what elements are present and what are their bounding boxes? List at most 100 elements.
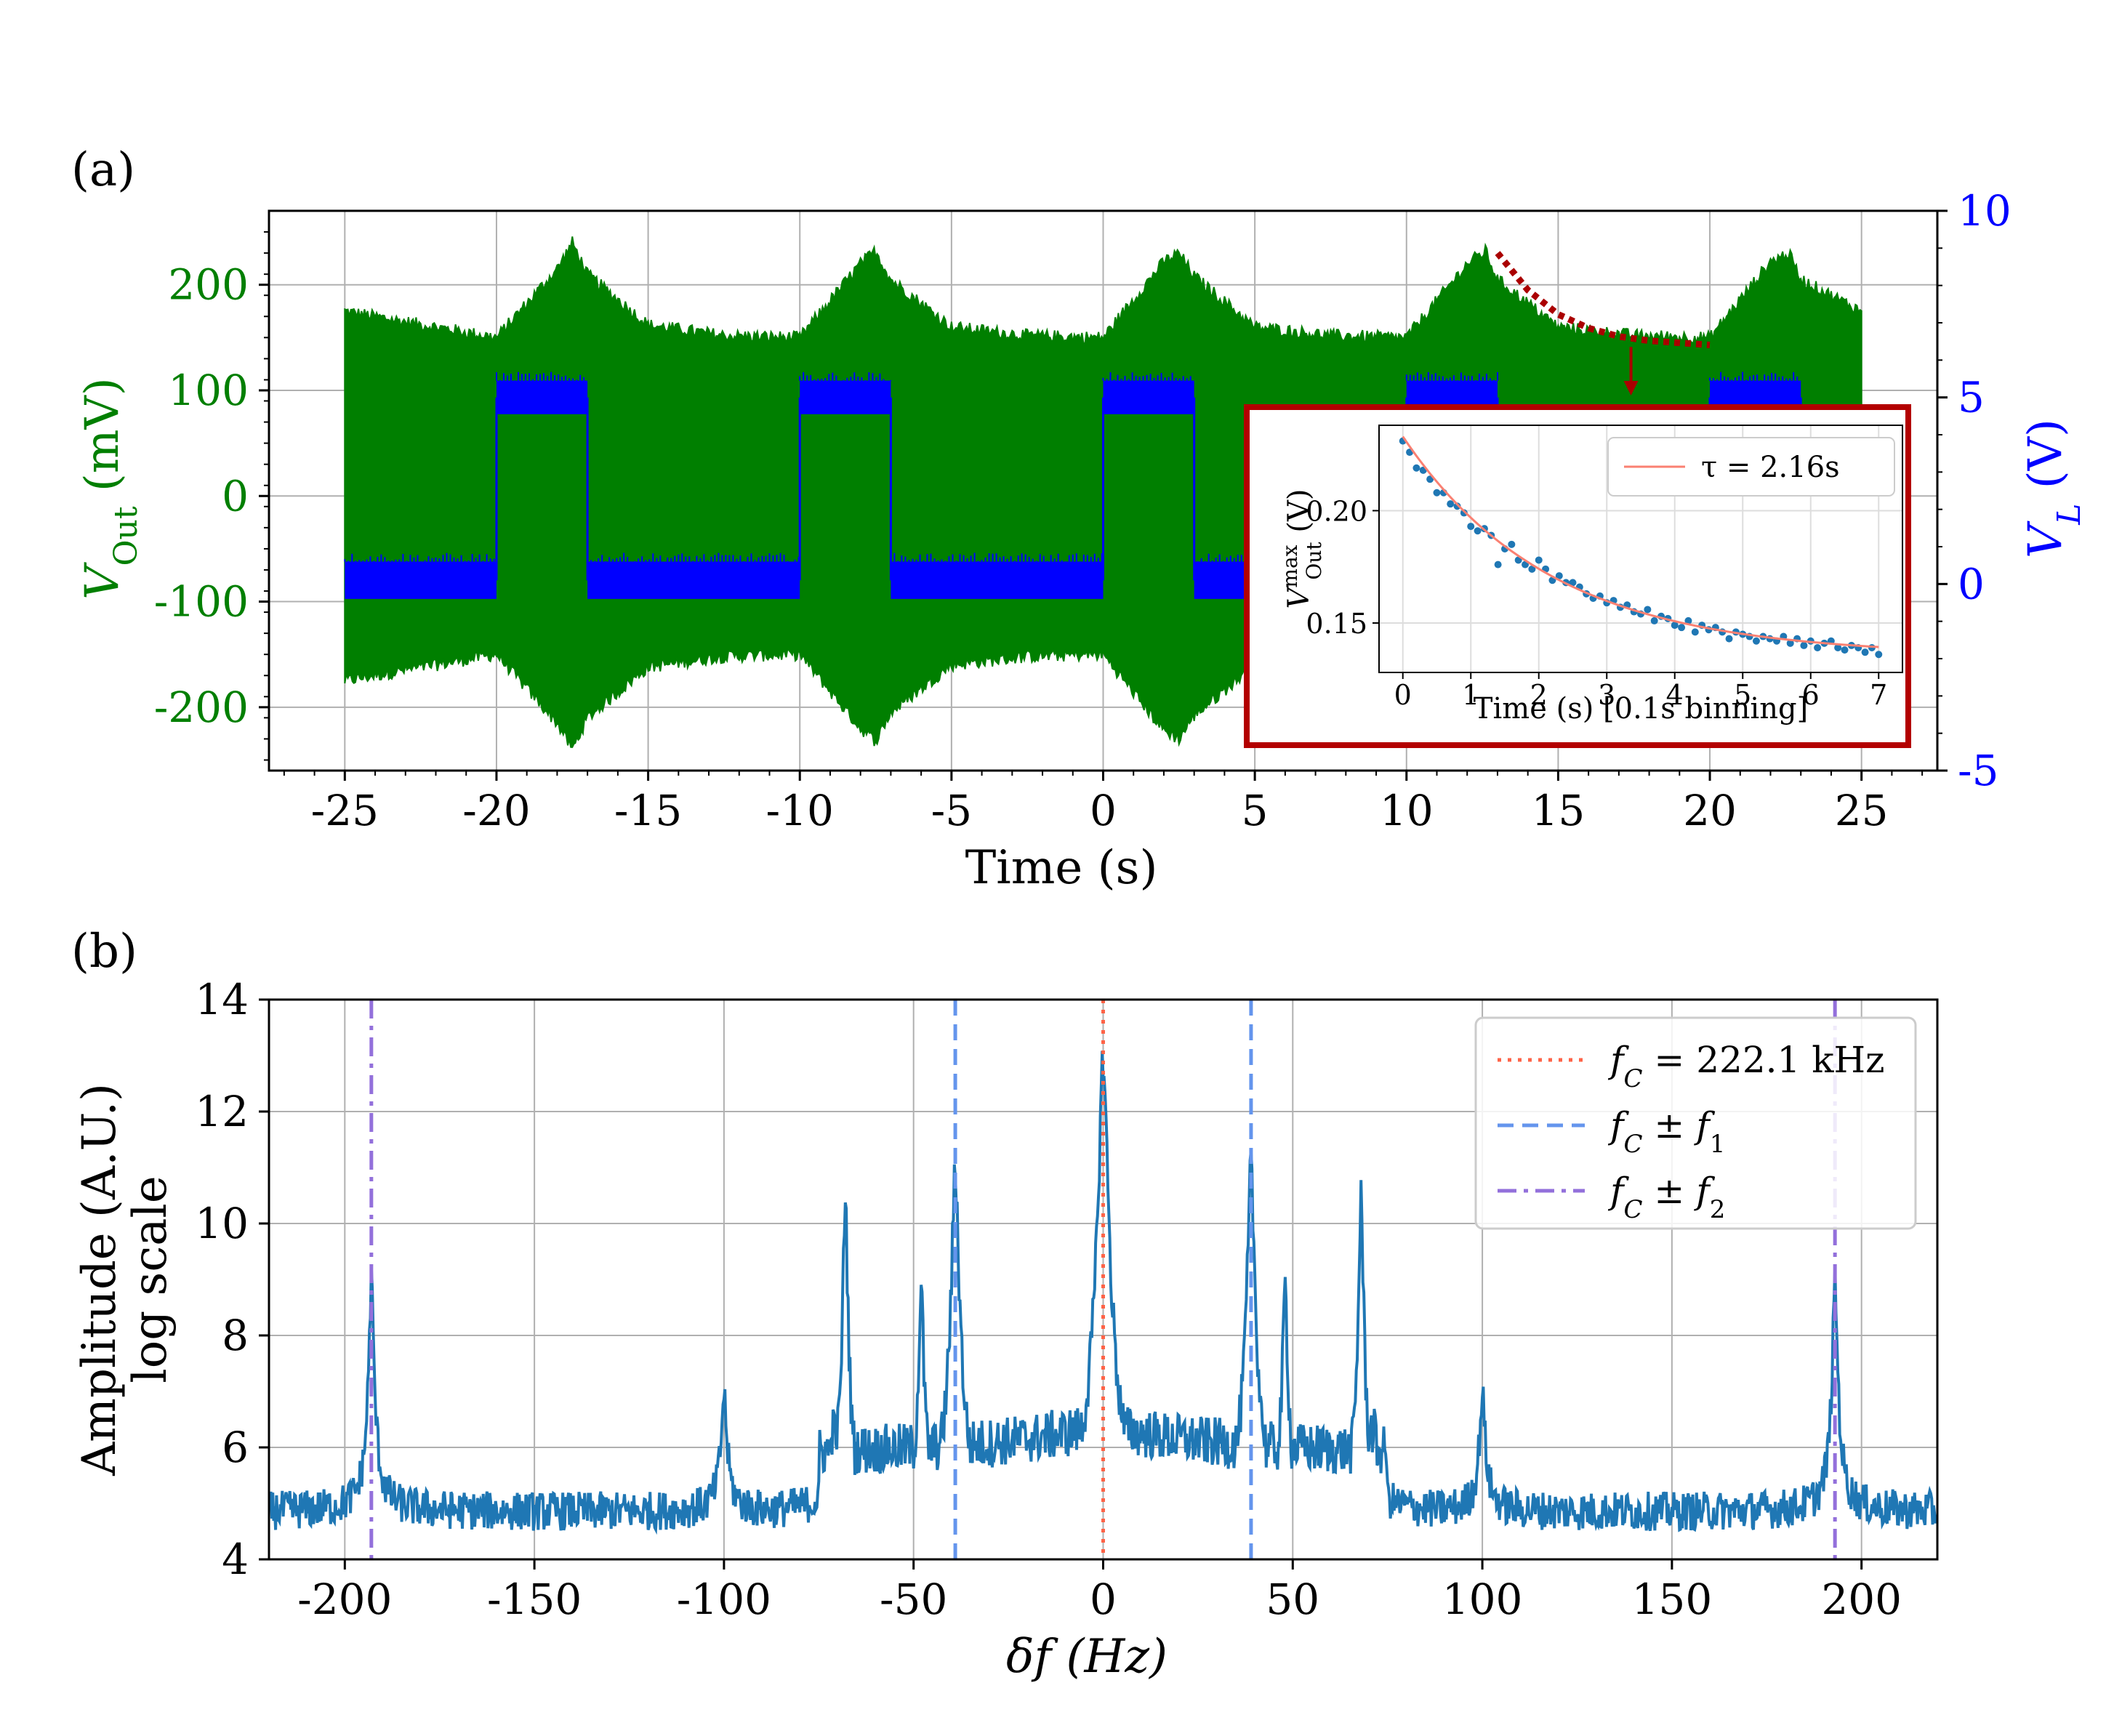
panel-a-x-tick-label: 25 — [1835, 786, 1889, 835]
panel-b-x-tick-label: 0 — [1090, 1575, 1117, 1624]
inset-x-tick-label: 7 — [1870, 679, 1887, 711]
inset-data-point — [1460, 509, 1468, 517]
inset-legend-box — [1607, 437, 1895, 497]
panel-b-x-tick-label: -100 — [677, 1575, 771, 1624]
vl-segment — [1103, 380, 1194, 414]
inset-data-point — [1569, 579, 1577, 587]
panel-a-x-tick-label: -5 — [931, 786, 973, 835]
vout-tick-label: 0 — [222, 471, 249, 521]
vl-axis-label-main: V — [2019, 521, 2073, 558]
inset-data-point — [1412, 464, 1420, 472]
inset-data-point — [1644, 606, 1652, 614]
inset-data-point — [1508, 540, 1516, 548]
vl-noise-spikes — [799, 371, 892, 381]
panel-b-x-tick-label: -50 — [880, 1575, 947, 1624]
panel-b-y-tick-label: 4 — [222, 1535, 249, 1584]
inset-data-point — [1691, 628, 1699, 636]
panel-b-legend-box — [1474, 1016, 1917, 1230]
inset-x-tick-label: 1 — [1462, 679, 1479, 711]
legend-label-f2: fC ± f2 — [1607, 1170, 1725, 1224]
panel-b-x-tick-label: 200 — [1821, 1575, 1902, 1624]
vout-axis-label-unit: (mV) — [76, 377, 129, 506]
inset-fit-curve — [1402, 435, 1879, 648]
vout-tick-label: -100 — [154, 577, 249, 627]
inset-data-point — [1555, 572, 1563, 580]
vl-axis-label: VL (V) — [2019, 419, 2088, 558]
inset-x-tick-label: 2 — [1530, 679, 1548, 711]
inset-plot: 0 1 2 3 4 5 6 7 0.15 0.20 τ = 2.16s Time (s) [0.1… — [1244, 404, 1911, 748]
vl-tick-label: -5 — [1958, 746, 1999, 795]
panel-b-x-tick-label: 50 — [1266, 1575, 1319, 1624]
vl-noise-spikes — [496, 371, 585, 381]
inset-legend-label: τ = 2.16s — [1701, 451, 1840, 484]
panel-a-x-tick-label: 20 — [1683, 786, 1737, 835]
inset-y-label-unit: (V) — [1282, 489, 1316, 542]
inset-data-point — [1752, 637, 1760, 645]
panel-b-y-tick-label: 10 — [195, 1199, 249, 1248]
inset-data-point — [1650, 616, 1658, 624]
panel-b-x-tick-label: -150 — [487, 1575, 582, 1624]
vl-segment — [496, 380, 588, 414]
panel-a-x-tick-label: -15 — [614, 786, 682, 835]
panel-b-x-axis-label: δf (Hz) — [1006, 1630, 1167, 1684]
inset-x-tick-label: 5 — [1734, 679, 1751, 711]
decay-dotted-curve — [1495, 251, 1711, 348]
vl-tick-label: 5 — [1958, 373, 1985, 422]
inset-ticks: 0 1 2 3 4 5 6 7 0.15 0.20 — [1306, 495, 1887, 711]
inset-y-tick-label: 0.20 — [1306, 495, 1367, 527]
vout-tick-label: 200 — [168, 260, 249, 310]
vl-segment — [587, 561, 800, 599]
inset-legend: τ = 2.16s — [1607, 437, 1895, 497]
legend-f1-sub: C — [1624, 1130, 1643, 1159]
inset-y-label-sub: Out — [1302, 542, 1326, 580]
inset-data-point — [1535, 556, 1543, 564]
vl-axis-label-unit: (V) — [2019, 419, 2073, 504]
panel-a-x-tick-label: 15 — [1532, 786, 1586, 835]
inset-y-label-main: V — [1282, 585, 1316, 609]
inset-data-point — [1467, 523, 1475, 531]
inset-x-tick-label: 0 — [1394, 679, 1412, 711]
panel-a-x-tick-label: -10 — [766, 786, 834, 835]
panel-b-y-tick-label: 8 — [222, 1311, 249, 1360]
vl-noise-spikes — [1709, 371, 1799, 381]
inset-data-point — [1678, 624, 1686, 632]
panel-b-y-tick-label: 12 — [195, 1087, 249, 1136]
inset-x-tick-label: 4 — [1666, 679, 1684, 711]
vout-axis-label-main: V — [76, 562, 129, 600]
inset-data-point — [1841, 646, 1849, 654]
panel-a-label: (a) — [71, 143, 135, 197]
inset-y-label-sup: max — [1278, 544, 1302, 587]
panel-b-y-tick-label: 6 — [222, 1423, 249, 1472]
inset-data-point — [1725, 635, 1733, 643]
legend-f2-sub2: 2 — [1710, 1195, 1726, 1224]
panel-b-x-tick-label: 100 — [1442, 1575, 1523, 1624]
legend-f2-sub: C — [1624, 1195, 1643, 1224]
decay-highlight-layer — [1495, 251, 1711, 395]
inset-axes-frame — [1378, 425, 1903, 673]
inset-x-tick-label: 6 — [1802, 679, 1820, 711]
legend-label-fc: fC = 222.1 kHz — [1607, 1039, 1885, 1093]
inset-y-tick-label: 0.15 — [1306, 608, 1367, 640]
vout-axis-label-sub: Out — [108, 506, 145, 566]
vout-axis-label: VOut (mV) — [76, 377, 145, 600]
legend-f1-sub2: 1 — [1710, 1130, 1726, 1159]
panel-a-x-tick-label: -25 — [311, 786, 379, 835]
panel-b-y-axis-label-line2: log scale — [124, 1176, 177, 1383]
inset-data-point — [1494, 560, 1502, 568]
vl-axis-label-sub: L — [2051, 504, 2088, 526]
vout-tick-label: -200 — [154, 683, 249, 732]
panel-b-legend: fC = 222.1 kHz fC ± f1 fC ± f2 — [1474, 1016, 1917, 1230]
inset-x-tick-label: 3 — [1598, 679, 1615, 711]
panel-a-ticks: -25 -20 -15 -10 -5 0 5 10 15 20 25-200-1000100200-… — [154, 186, 2012, 835]
panel-a-x-tick-label: 0 — [1090, 786, 1117, 835]
inset-data-point — [1800, 641, 1808, 649]
panel-a: -25 -20 -15 -10 -5 0 5 10 15 20 25-200-1000100200-… — [76, 186, 2088, 895]
inset-data-point — [1814, 644, 1822, 651]
panel-a-x-tick-label: -20 — [462, 786, 530, 835]
decay-arrow-head — [1623, 381, 1639, 395]
legend-fc-rest: = 222.1 kHz — [1643, 1039, 1885, 1081]
inset-data-point — [1474, 527, 1482, 535]
